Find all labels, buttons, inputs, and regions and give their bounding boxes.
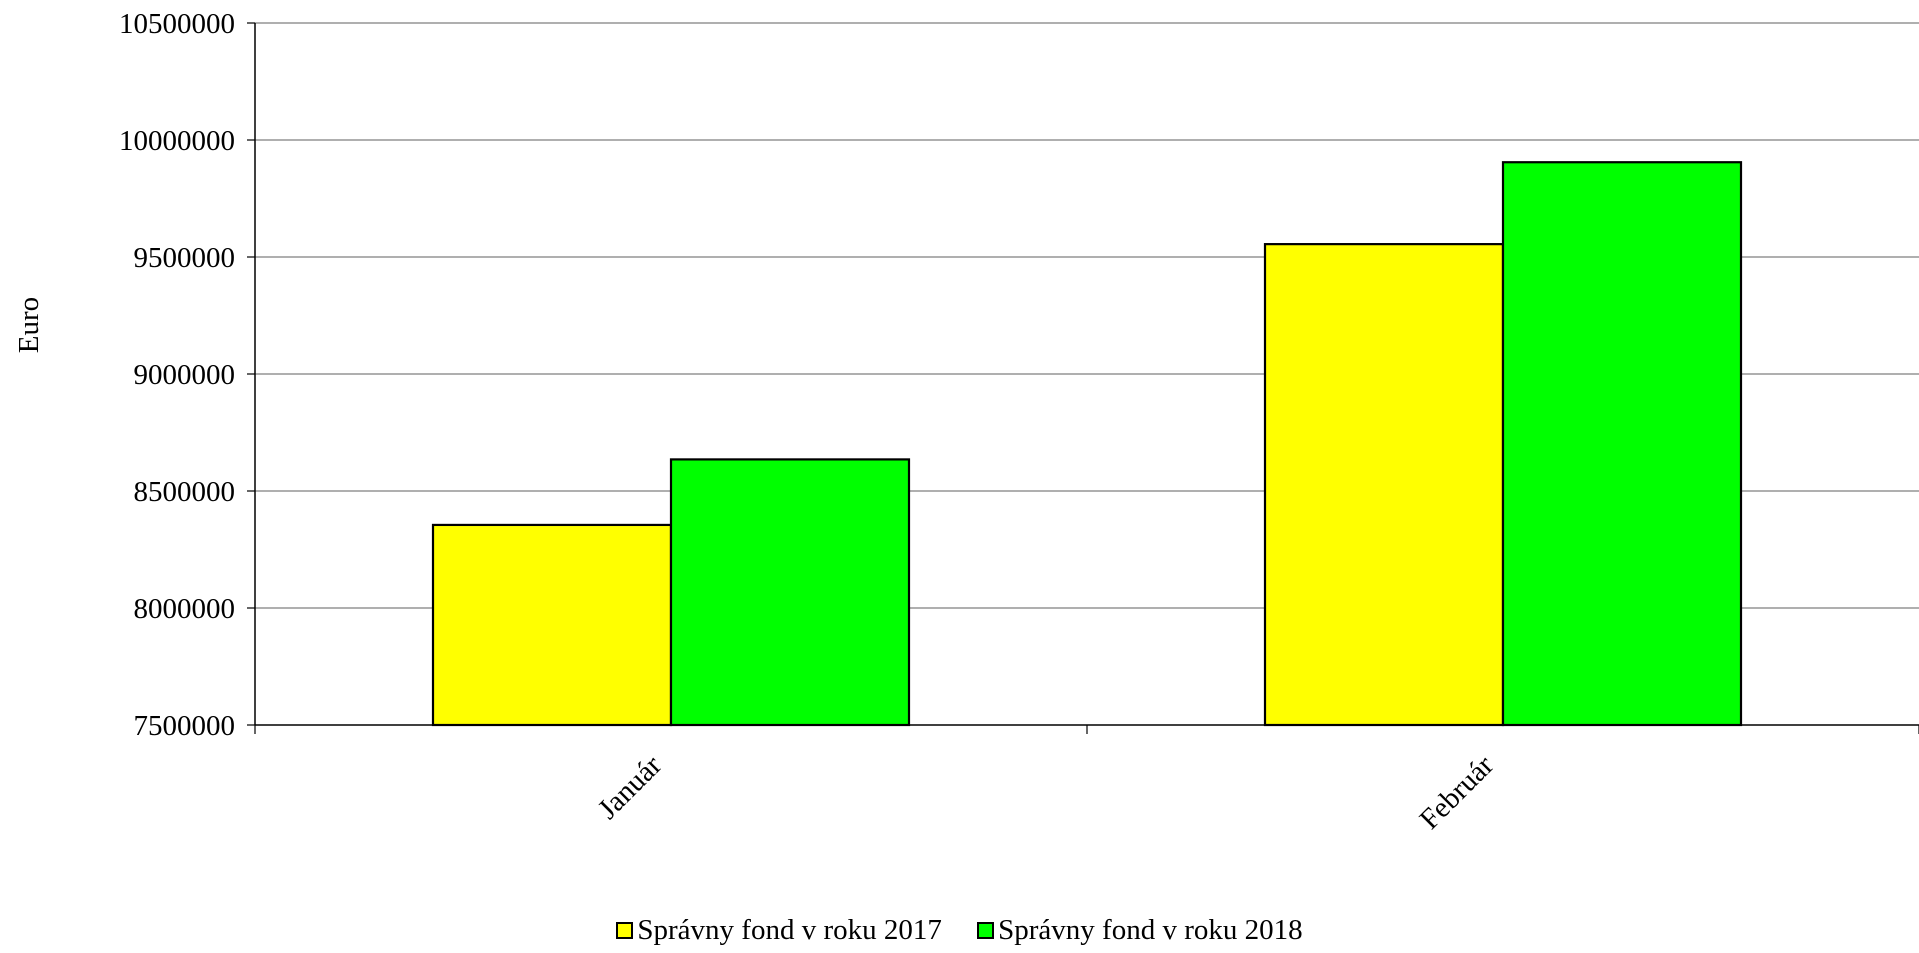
- bar-Január-Správny-fond-v-roku-2018: [669, 458, 911, 727]
- y-tick-label-10000000: 10000000: [119, 125, 235, 157]
- y-tick-label-7500000: 7500000: [134, 710, 236, 742]
- x-tick-label-Január: Január: [592, 749, 668, 825]
- y-tick-label-8500000: 8500000: [134, 476, 236, 508]
- y-tick-label-9500000: 9500000: [134, 242, 236, 274]
- legend-label-2017: Správny fond v roku 2017: [637, 914, 942, 946]
- legend-label-2018: Správny fond v roku 2018: [998, 914, 1303, 946]
- bar-Január-Správny-fond-v-roku-2017: [431, 523, 673, 727]
- bars: [431, 161, 1743, 727]
- legend-swatch-2017: [616, 922, 634, 939]
- y-tick-label-10500000: 10500000: [119, 8, 235, 40]
- bar-Február-Správny-fond-v-roku-2018: [1501, 161, 1743, 727]
- bar-Február-Správny-fond-v-roku-2017: [1263, 243, 1505, 727]
- legend-item-2018: Správny fond v roku 2018: [977, 914, 1303, 947]
- y-axis-title: Euro: [13, 297, 45, 353]
- legend: Správny fond v roku 2017 Správny fond v …: [0, 914, 1919, 947]
- y-tick-label-8000000: 8000000: [134, 593, 236, 625]
- legend-item-2017: Správny fond v roku 2017: [616, 914, 942, 947]
- y-tick-label-9000000: 9000000: [134, 359, 236, 391]
- x-tick-label-Február: Február: [1414, 749, 1501, 836]
- legend-swatch-2018: [977, 922, 995, 939]
